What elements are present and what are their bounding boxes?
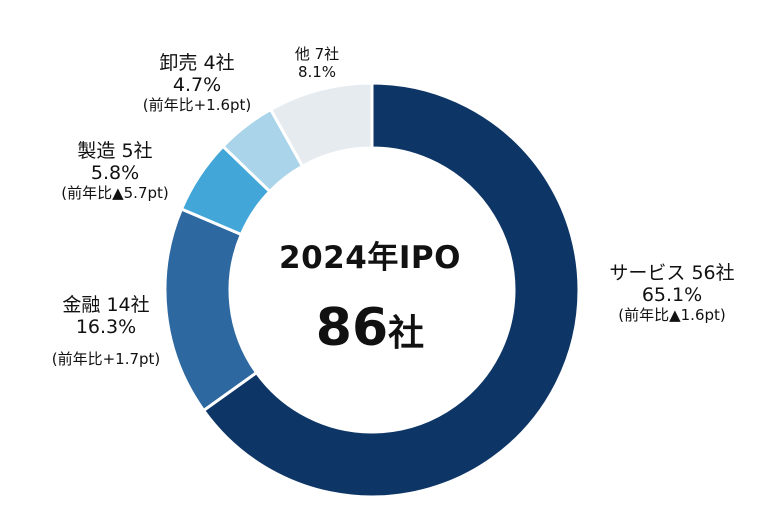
- label-wholesale-pct: 4.7%: [172, 74, 222, 97]
- label-manufacturing-pct: 5.8%: [90, 162, 140, 185]
- label-other-count: 7社: [314, 45, 340, 63]
- label-manufacturing-name: 製造: [77, 140, 116, 162]
- label-wholesale-change: (前年比+1.6pt): [142, 95, 252, 114]
- label-service: サービス 56社 65.1% (前年比▲1.6pt): [596, 262, 748, 325]
- label-wholesale-count: 4社: [203, 52, 235, 74]
- label-wholesale-name: 卸売: [159, 52, 198, 74]
- label-service-pct: 65.1%: [641, 284, 703, 307]
- center-title: 2024年IPO: [279, 240, 461, 276]
- label-service-name: サービス: [609, 262, 686, 284]
- label-finance: 金融 14社 16.3% (前年比+1.7pt): [26, 294, 186, 369]
- center-total-value: 86: [315, 298, 389, 358]
- slice-5: [268, 81, 374, 169]
- label-service-change: (前年比▲1.6pt): [618, 305, 726, 324]
- label-other-pct: 8.1%: [297, 62, 337, 81]
- label-manufacturing-change: (前年比▲5.7pt): [61, 183, 169, 202]
- label-finance-change: (前年比+1.7pt): [51, 349, 161, 368]
- center-total-unit: 社: [388, 313, 425, 354]
- label-finance-pct: 16.3%: [75, 316, 137, 339]
- label-manufacturing: 製造 5社 5.8% (前年比▲5.7pt): [40, 140, 190, 203]
- slice-1: [201, 81, 581, 499]
- label-other-name: 他: [294, 45, 310, 63]
- center-total: 86社: [270, 298, 470, 358]
- label-wholesale: 卸売 4社 4.7% (前年比+1.6pt): [122, 52, 272, 115]
- label-finance-count: 14社: [106, 294, 150, 316]
- label-other: 他 7社 8.1%: [282, 45, 352, 81]
- label-manufacturing-count: 5社: [121, 140, 153, 162]
- label-finance-name: 金融: [62, 294, 101, 316]
- label-service-count: 56社: [691, 262, 735, 284]
